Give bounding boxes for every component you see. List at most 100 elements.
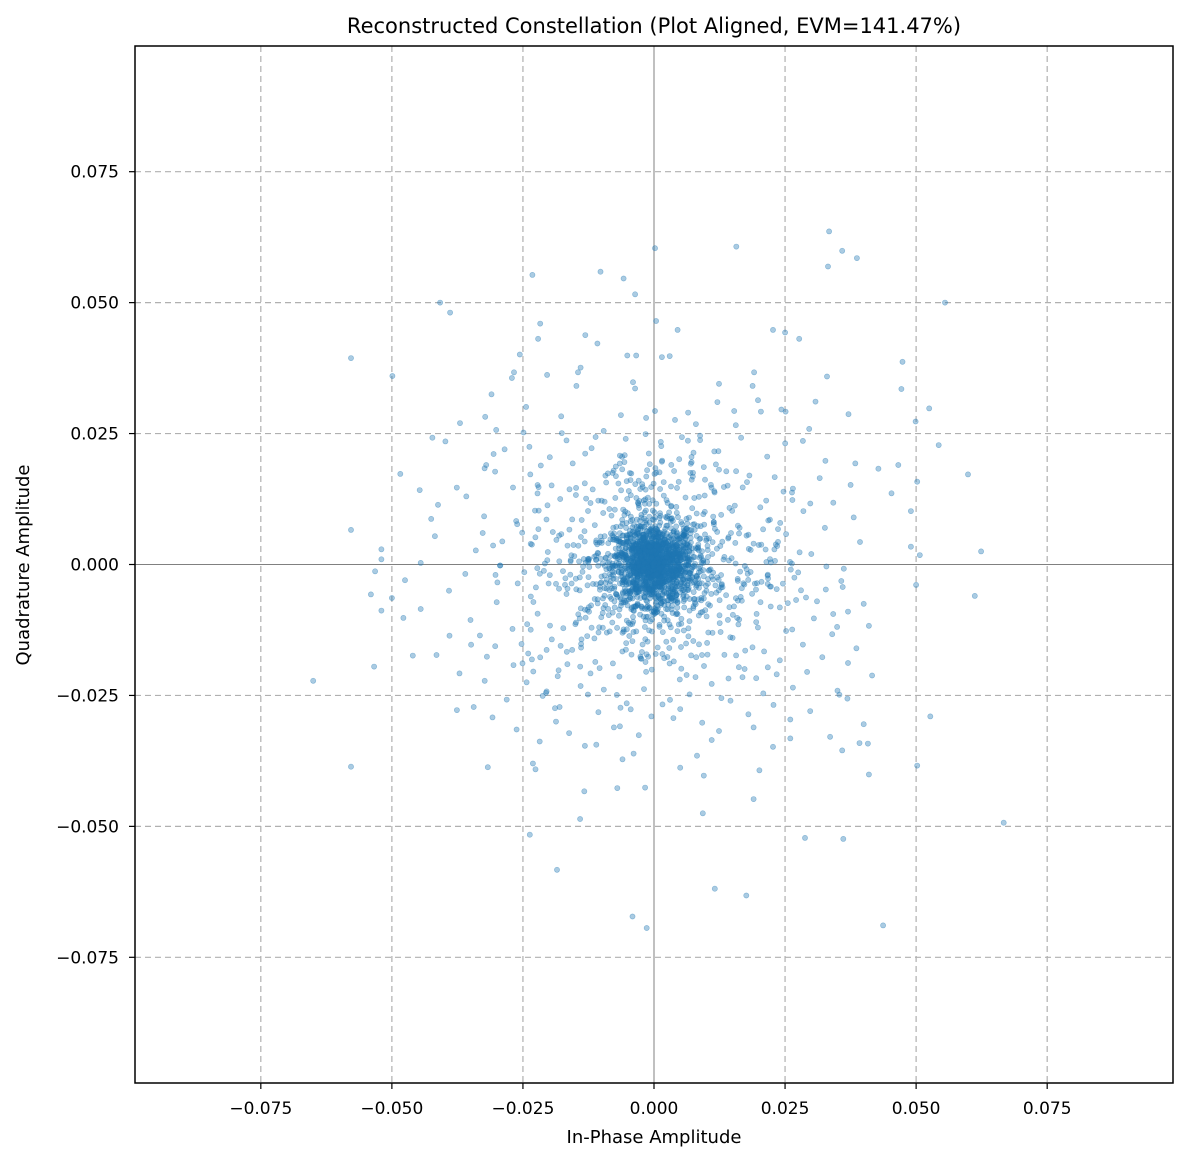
scatter-point [653,541,660,547]
scatter-point [642,659,649,665]
scatter-point [553,718,559,725]
scatter-point [708,681,715,687]
scatter-point [652,586,659,593]
scatter-point [635,549,642,556]
scatter-point [637,655,644,662]
scatter-point [636,559,643,566]
scatter-point [683,533,690,539]
scatter-point [839,584,846,590]
scatter-point [787,716,794,723]
scatter-point [646,461,653,468]
scatter-point [659,540,665,547]
scatter-point [595,497,602,504]
scatter-point [619,532,626,539]
scatter-point [745,577,752,583]
scatter-point [647,553,653,560]
scatter-point [658,564,665,571]
scatter-point [463,493,470,500]
scatter-point [675,554,682,560]
scatter-point [646,562,653,569]
scatter-point [584,582,591,589]
scatter-point [544,371,550,378]
scatter-point [755,624,761,631]
scatter-point [637,565,643,572]
scatter-point [637,555,644,562]
scatter-point [612,553,619,560]
scatter-point [659,458,665,465]
scatter-point [659,531,666,538]
scatter-point [674,579,680,585]
scatter-point [673,578,680,585]
scatter-point [645,603,651,609]
scatter-point [649,572,655,579]
scatter-point [803,594,809,601]
scatter-point [691,554,698,561]
scatter-point [665,583,672,589]
scatter-point [670,553,676,559]
scatter-point [711,489,718,496]
scatter-point [664,499,671,506]
scatter-point [546,454,553,461]
scatter-point [680,532,687,539]
scatter-point [686,607,693,614]
scatter-point [541,567,547,574]
scatter-point [757,599,764,606]
scatter-point [623,556,630,563]
scatter-point [645,583,652,590]
scatter-point [630,379,636,386]
scatter-point [556,704,563,710]
scatter-point [643,574,650,581]
scatter-point [636,566,642,573]
scatter-point [622,435,629,442]
scatter-point [789,497,796,503]
scatter-point [705,554,711,560]
scatter-point [622,588,629,594]
scatter-point [667,566,674,573]
scatter-point [736,616,743,623]
scatter-point [744,570,751,577]
scatter-point [617,538,624,545]
scatter-point [683,525,689,532]
scatter-point [681,582,688,589]
scatter-point [654,580,661,586]
scatter-point [659,570,665,576]
scatter-point [658,548,665,554]
scatter-point [654,591,660,597]
scatter-point [648,571,655,577]
scatter-point [672,594,679,600]
scatter-point [667,572,673,579]
scatter-point [706,535,712,542]
scatter-point [770,702,777,708]
scatter-point [646,579,653,586]
scatter-point [677,581,684,587]
scatter-point [530,599,537,605]
scatter-point [661,584,668,591]
scatter-point [642,549,648,556]
scatter-point [708,591,715,597]
scatter-point [671,468,677,474]
scatter-point [630,567,636,574]
scatter-point [627,531,633,538]
scatter-point [648,584,654,591]
scatter-point [607,578,614,585]
scatter-point [731,603,737,610]
scatter-point [650,540,657,547]
scatter-point [642,543,649,550]
scatter-point [571,553,578,559]
scatter-point [655,563,662,570]
scatter-point [642,577,649,584]
scatter-point [753,619,760,625]
scatter-point [661,564,668,571]
scatter-point [798,587,804,594]
scatter-point [670,546,677,553]
scatter-point [641,545,648,551]
scatter-point [552,705,558,712]
scatter-point [677,552,683,559]
scatter-point [567,558,574,565]
scatter-point [733,243,740,250]
scatter-point [683,549,690,555]
scatter-point [642,545,649,552]
x-tick-label: 0.075 [1023,1099,1072,1119]
scatter-point [527,593,534,600]
scatter-point [669,549,675,555]
